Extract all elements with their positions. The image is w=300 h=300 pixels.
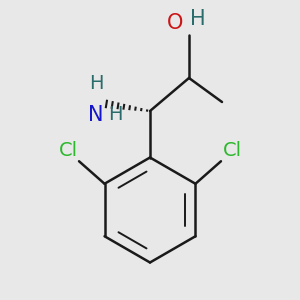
Text: H: H <box>89 74 103 93</box>
Text: O: O <box>167 13 184 33</box>
Text: H: H <box>190 9 206 29</box>
Text: Cl: Cl <box>223 141 242 160</box>
Text: Cl: Cl <box>58 141 77 160</box>
Text: N: N <box>88 105 104 125</box>
Text: H: H <box>108 105 122 124</box>
